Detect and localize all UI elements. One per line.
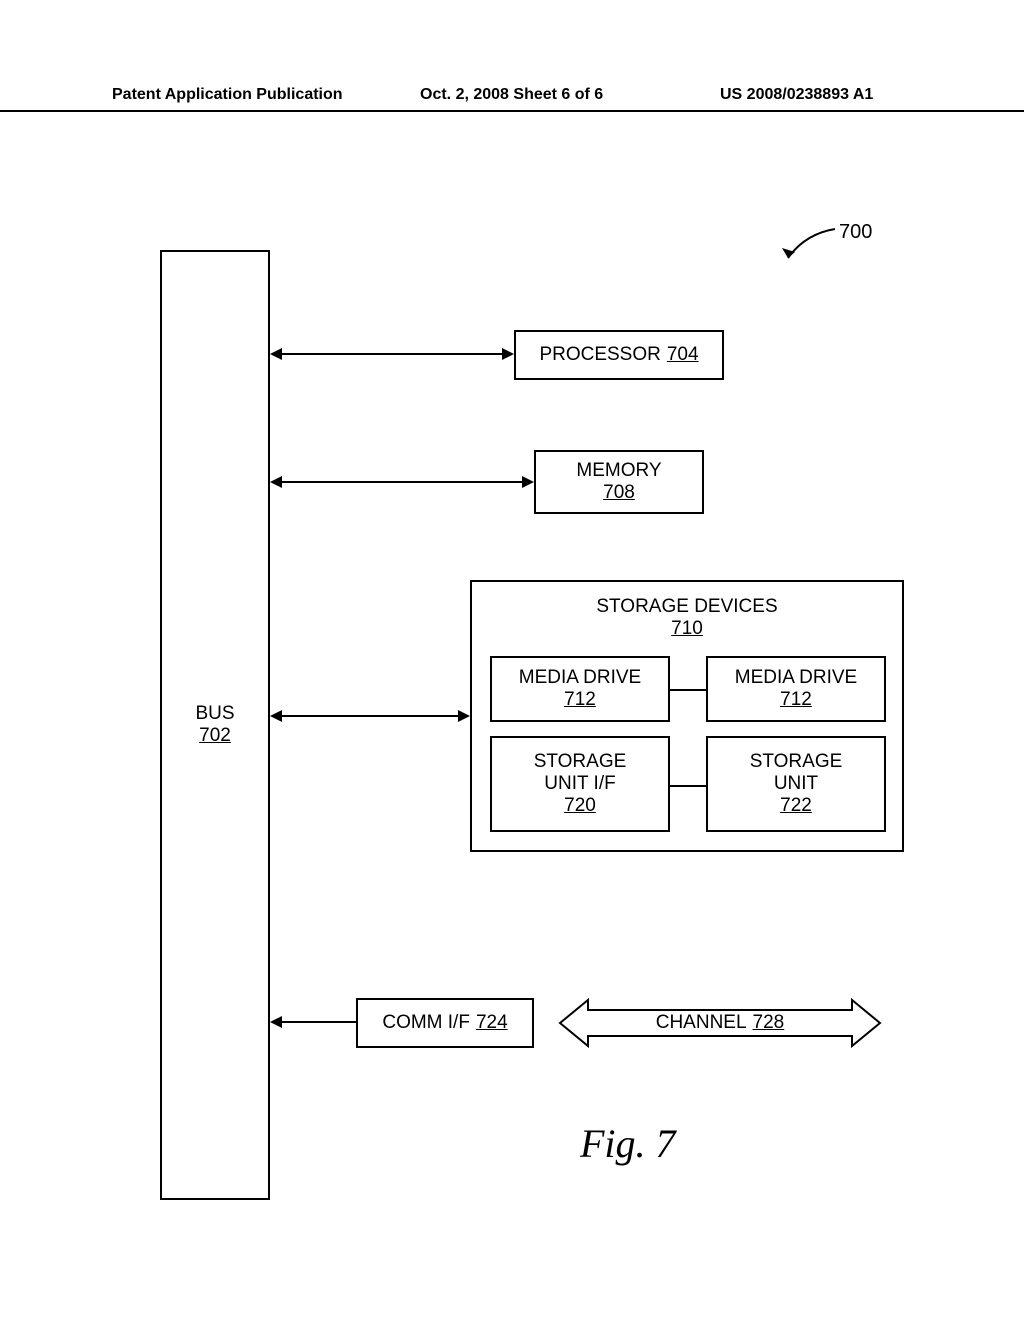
bus-label: BUS [195, 703, 234, 725]
processor-label: PROCESSOR [539, 344, 660, 366]
unit-label1: STORAGE [750, 751, 843, 773]
bus-box: BUS 702 [160, 250, 270, 1200]
storage-ref: 710 [671, 618, 703, 640]
unitif-label2: UNIT I/F [544, 773, 615, 795]
media1-label: MEDIA DRIVE [519, 667, 641, 689]
media-link [670, 680, 706, 700]
comm-connector [270, 1012, 356, 1032]
processor-box: PROCESSOR 704 [514, 330, 724, 380]
memory-connector [270, 472, 534, 492]
bus-ref: 702 [199, 725, 231, 747]
figure-diagram: 700 BUS 702 PROCESSOR 704 MEMORY 708 STO… [0, 0, 1024, 1320]
comm-if-box: COMM I/F 724 [356, 998, 534, 1048]
ref-arrow [780, 226, 840, 266]
unit-label2: UNIT [774, 773, 818, 795]
media1-ref: 712 [564, 689, 596, 711]
storage-unit-box: STORAGE UNIT 722 [706, 736, 886, 832]
unitif-ref: 720 [564, 795, 596, 817]
media2-ref: 712 [780, 689, 812, 711]
media-drive-1-box: MEDIA DRIVE 712 [490, 656, 670, 722]
figure-label: Fig. 7 [580, 1120, 676, 1167]
storage-connector [270, 706, 470, 726]
processor-connector [270, 344, 514, 364]
memory-ref: 708 [603, 482, 635, 504]
unitif-label1: STORAGE [534, 751, 627, 773]
channel-text-wrap: CHANNEL 728 [560, 998, 880, 1048]
memory-box: MEMORY 708 [534, 450, 704, 514]
comm-ref: 724 [476, 1012, 508, 1034]
comm-label: COMM I/F [382, 1012, 470, 1034]
processor-ref: 704 [667, 344, 699, 366]
unit-ref: 722 [780, 795, 812, 817]
system-ref: 700 [839, 221, 872, 244]
storage-unit-if-box: STORAGE UNIT I/F 720 [490, 736, 670, 832]
storage-unit-link [670, 776, 706, 796]
channel-label: CHANNEL [656, 1012, 747, 1034]
memory-label: MEMORY [576, 460, 661, 482]
media-drive-2-box: MEDIA DRIVE 712 [706, 656, 886, 722]
media2-label: MEDIA DRIVE [735, 667, 857, 689]
storage-label: STORAGE DEVICES [596, 596, 777, 618]
channel-ref: 728 [753, 1012, 785, 1034]
